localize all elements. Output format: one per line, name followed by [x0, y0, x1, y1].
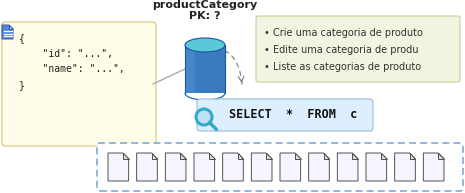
Polygon shape	[395, 153, 415, 181]
Polygon shape	[152, 153, 157, 159]
Polygon shape	[324, 153, 329, 159]
Polygon shape	[2, 25, 13, 39]
Polygon shape	[438, 153, 444, 159]
Polygon shape	[166, 153, 186, 181]
FancyBboxPatch shape	[197, 99, 373, 131]
Polygon shape	[280, 153, 301, 181]
Polygon shape	[252, 153, 272, 181]
Polygon shape	[309, 153, 329, 181]
Polygon shape	[381, 153, 386, 159]
Polygon shape	[295, 153, 301, 159]
Polygon shape	[137, 153, 157, 181]
Text: • Crie uma categoria de produto: • Crie uma categoria de produto	[264, 28, 423, 38]
Polygon shape	[223, 153, 243, 181]
Polygon shape	[423, 153, 444, 181]
Polygon shape	[123, 153, 129, 159]
Polygon shape	[238, 153, 243, 159]
Polygon shape	[194, 153, 215, 181]
FancyBboxPatch shape	[2, 22, 156, 146]
Polygon shape	[352, 153, 358, 159]
Polygon shape	[337, 153, 358, 181]
Polygon shape	[266, 153, 272, 159]
Text: {
    "id": "...",
    "name": "...",
}: { "id": "...", "name": "...", }	[19, 33, 125, 90]
Ellipse shape	[185, 38, 225, 52]
Polygon shape	[185, 45, 225, 93]
FancyBboxPatch shape	[256, 16, 460, 82]
Text: • Edite uma categoria de produ: • Edite uma categoria de produ	[264, 45, 418, 55]
Polygon shape	[108, 153, 129, 181]
Text: SELECT  *  FROM  c: SELECT * FROM c	[229, 108, 358, 122]
Text: • Liste as categorias de produto: • Liste as categorias de produto	[264, 62, 421, 72]
FancyBboxPatch shape	[97, 143, 463, 191]
Polygon shape	[410, 153, 415, 159]
Polygon shape	[185, 45, 195, 93]
Polygon shape	[9, 25, 13, 29]
Circle shape	[196, 109, 212, 125]
Text: PK: ?: PK: ?	[189, 11, 221, 21]
Polygon shape	[180, 153, 186, 159]
Polygon shape	[366, 153, 386, 181]
Text: productCategory: productCategory	[153, 0, 258, 10]
Polygon shape	[209, 153, 215, 159]
